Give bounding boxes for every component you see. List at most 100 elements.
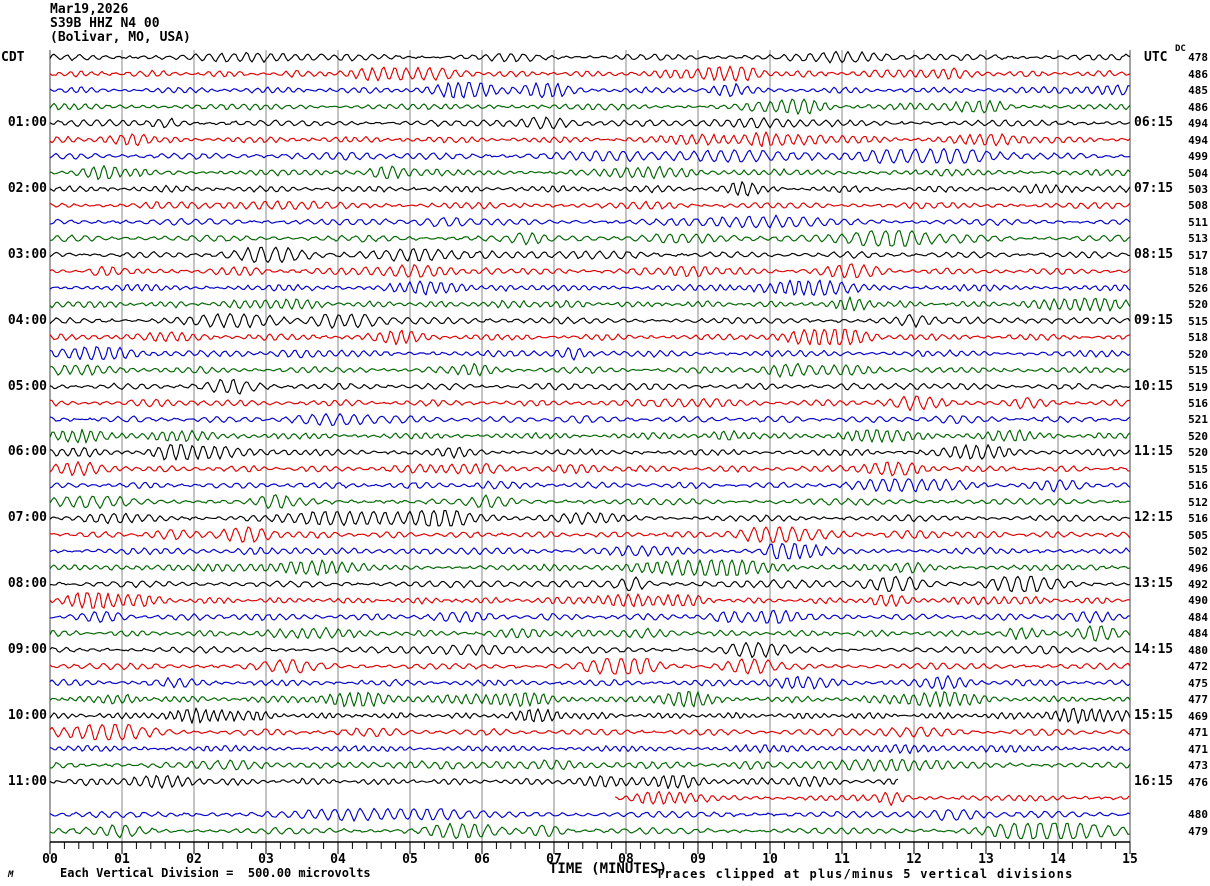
dc-offset-value: 478	[1188, 51, 1208, 65]
date-title: Mar19,2026	[50, 2, 129, 17]
station-location: (Bolivar, MO, USA)	[50, 30, 191, 45]
seismo-trace-row-19	[49, 346, 1131, 361]
dc-offset-value: 526	[1188, 281, 1208, 295]
dc-offset-value: 485	[1188, 84, 1208, 98]
x-tick-label: 04	[330, 852, 346, 867]
seismo-trace-row-4	[49, 98, 1131, 115]
dc-offset-value: 499	[1188, 150, 1208, 164]
vertical-scale-note: Each Vertical Division = 500.00 microvol…	[60, 866, 371, 880]
seismo-trace-row-10	[49, 200, 1131, 210]
seismo-trace-row-44	[49, 758, 1131, 772]
dc-offset-value: 469	[1188, 709, 1208, 723]
seismo-trace-row-16	[49, 296, 1131, 312]
utc-hour-label: 07:15	[1134, 180, 1174, 196]
seismo-trace-row-1	[49, 50, 1131, 64]
dc-offset-value: 490	[1188, 594, 1208, 608]
dc-offset-value: 486	[1188, 67, 1208, 81]
seismo-trace-row-37	[49, 641, 1131, 659]
dc-offset-value: 519	[1188, 380, 1208, 394]
seismo-trace-row-25	[49, 444, 1131, 461]
dc-offset-value: 502	[1188, 545, 1208, 559]
x-tick-label: 11	[834, 852, 850, 867]
dc-offset-value: 513	[1188, 232, 1208, 246]
seismo-trace-row-9	[49, 181, 1131, 197]
x-tick-label: 10	[762, 852, 778, 867]
seismo-trace-row-8	[49, 165, 1131, 181]
dc-offset-value: 471	[1188, 726, 1208, 740]
seismo-trace-row-47	[49, 807, 1131, 822]
dc-offset-value: 520	[1188, 429, 1208, 443]
utc-hour-label: 13:15	[1134, 576, 1174, 592]
seismo-trace-row-18	[49, 328, 1131, 346]
seismo-trace-row-38	[49, 658, 1131, 675]
dc-offset-value: 476	[1188, 775, 1208, 789]
dc-offset-value: 472	[1188, 660, 1208, 674]
seismo-trace-row-23	[49, 413, 1131, 427]
dc-offset-value: 477	[1188, 693, 1208, 707]
x-tick-label: 13	[978, 852, 994, 867]
dc-offset-value: 492	[1188, 578, 1208, 592]
utc-hour-label: 16:15	[1134, 773, 1174, 789]
x-tick-label: 08	[618, 852, 634, 867]
dc-offset-value: 516	[1188, 479, 1208, 493]
dc-offset-value: 512	[1188, 495, 1208, 509]
dc-offset-value: 520	[1188, 446, 1208, 460]
right-timezone-header: UTC	[1144, 50, 1168, 65]
x-axis-label: TIME (MINUTES)	[549, 861, 668, 877]
dc-offset-value: 518	[1188, 331, 1208, 345]
cdt-hour-label: 08:00	[7, 576, 47, 592]
cdt-hour-label: 04:00	[7, 312, 47, 328]
dc-offset-value: 480	[1188, 808, 1208, 822]
seismo-trace-row-46	[614, 790, 1130, 807]
seismo-trace-row-2	[49, 65, 1131, 82]
cdt-hour-label: 09:00	[7, 641, 47, 657]
seismo-trace-row-39	[49, 675, 1131, 690]
cdt-hour-label: 03:00	[7, 246, 47, 262]
x-tick-label: 06	[474, 852, 490, 867]
seismo-trace-row-24	[49, 428, 1131, 444]
seismo-trace-row-14	[49, 263, 1131, 279]
seismo-trace-row-42	[49, 724, 1131, 741]
dc-offset-value: 494	[1188, 133, 1208, 147]
seismo-trace-row-41	[49, 707, 1131, 724]
dc-offset-value: 504	[1188, 166, 1208, 180]
utc-hour-label: 14:15	[1134, 641, 1174, 657]
seismo-trace-row-15	[49, 279, 1131, 296]
dc-offset-value: 520	[1188, 298, 1208, 312]
seismo-trace-row-27	[49, 478, 1131, 493]
dc-offset-value: 471	[1188, 742, 1208, 756]
seismo-trace-row-48	[49, 822, 1131, 840]
cdt-hour-label: 02:00	[7, 180, 47, 196]
seismo-trace-row-11	[49, 214, 1131, 229]
seismo-trace-row-12	[49, 230, 1131, 247]
dc-offset-value: 515	[1188, 364, 1208, 378]
utc-hour-label: 10:15	[1134, 378, 1174, 394]
x-tick-label: 03	[258, 852, 274, 867]
seismo-trace-row-33	[49, 575, 1131, 593]
dc-offset-value: 480	[1188, 643, 1208, 657]
dc-offset-value: 479	[1188, 824, 1208, 838]
dc-offset-value: 516	[1188, 396, 1208, 410]
x-tick-label: 15	[1122, 852, 1138, 867]
seismo-trace-row-36	[49, 625, 1131, 642]
utc-hour-label: 06:15	[1134, 115, 1174, 131]
x-tick-label: 14	[1050, 852, 1066, 867]
dc-offset-value: 505	[1188, 528, 1208, 542]
seismo-trace-row-13	[49, 246, 1131, 263]
x-tick-label: 05	[402, 852, 418, 867]
seismo-trace-row-7	[49, 147, 1131, 165]
dc-offset-value: 484	[1188, 627, 1208, 641]
seismo-trace-row-29	[49, 510, 1131, 527]
cdt-hour-label: 01:00	[7, 115, 47, 131]
x-tick-label: 00	[42, 852, 58, 867]
cdt-hour-label: 10:00	[7, 707, 47, 723]
utc-hour-label: 09:15	[1134, 312, 1174, 328]
dc-offset-value: 516	[1188, 512, 1208, 526]
utc-hour-label: 12:15	[1134, 510, 1174, 526]
dc-offset-value: 521	[1188, 413, 1208, 427]
dc-offset-value: 496	[1188, 561, 1208, 575]
seismo-trace-row-17	[49, 313, 1131, 329]
dc-offset-value: 503	[1188, 182, 1208, 196]
seismo-trace-row-30	[49, 526, 1131, 543]
